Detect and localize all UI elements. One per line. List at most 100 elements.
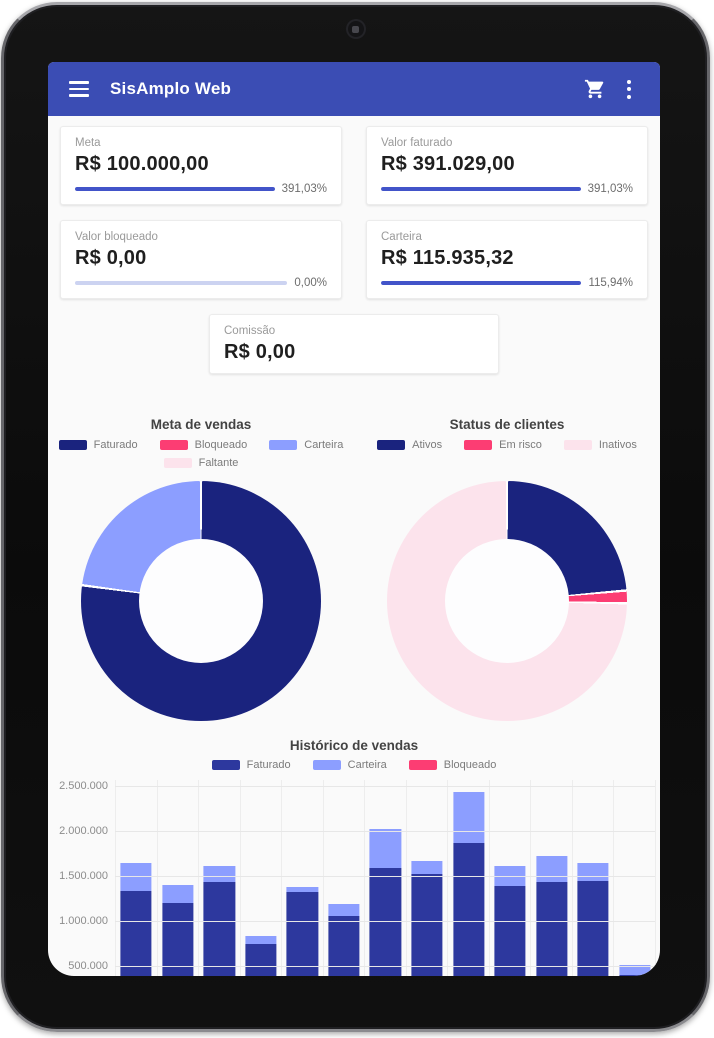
- bar-segment-faturado: [535, 882, 568, 976]
- card-label: Valor faturado: [381, 137, 453, 149]
- legend-label: Bloqueado: [194, 439, 248, 451]
- stacked-bar[interactable]: [328, 903, 360, 976]
- progress-fill: [381, 187, 581, 191]
- legend-item[interactable]: Faturado: [58, 439, 138, 451]
- bar-segment-faturado: [162, 903, 194, 976]
- legend-item[interactable]: Carteira: [269, 439, 343, 451]
- camera-lens-icon: [352, 25, 359, 33]
- bar-segment-carteira: [535, 856, 568, 883]
- legend-item[interactable]: Bloqueado: [159, 439, 248, 451]
- legend-chip: [464, 440, 493, 450]
- card-valor-faturado: Valor faturado R$ 391.029,00 391,03%: [366, 126, 648, 205]
- bar-segment-faturado: [494, 885, 526, 976]
- stacked-bar[interactable]: [162, 885, 194, 976]
- progress-track: [75, 187, 275, 191]
- legend-label: Em risco: [499, 439, 542, 451]
- stacked-bar[interactable]: [619, 965, 651, 976]
- chart-title: Meta de vendas: [150, 417, 252, 432]
- y-axis-tick-label: 500.000: [68, 960, 108, 972]
- bar-segment-faturado: [452, 842, 485, 976]
- bar-slot: [571, 780, 614, 976]
- legend-label: Ativos: [412, 439, 443, 451]
- commission-row: Comissão R$ 0,00: [48, 314, 660, 374]
- bar-segment-carteira: [245, 936, 277, 944]
- donut-hole: [139, 539, 263, 663]
- status-clientes-chart: Status de clientes Ativos Em risco Inativo…: [354, 416, 660, 721]
- donut-chart-meta-vendas[interactable]: [81, 481, 321, 721]
- legend-item[interactable]: Carteira: [312, 759, 387, 771]
- stacked-bar[interactable]: [411, 860, 443, 976]
- stacked-bar[interactable]: [535, 856, 568, 976]
- bar-segment-carteira: [328, 903, 360, 916]
- card-meta: Meta R$ 100.000,00 391,03%: [60, 126, 342, 205]
- card-value: R$ 100.000,00: [75, 153, 209, 175]
- stacked-bar[interactable]: [203, 866, 235, 976]
- bar-slot: [281, 780, 323, 976]
- bar-segment-carteira: [162, 885, 194, 903]
- chart-title: Histórico de vendas: [289, 738, 419, 753]
- legend-item[interactable]: Inativos: [563, 439, 637, 451]
- progress-fill: [381, 281, 582, 285]
- legend-item[interactable]: Ativos: [377, 439, 442, 451]
- stacked-bar[interactable]: [452, 792, 485, 976]
- gridline: [115, 876, 655, 877]
- bar-slot: [405, 780, 448, 976]
- cart-button[interactable]: [578, 72, 612, 106]
- card-value: R$ 0,00: [224, 341, 296, 363]
- bar-segment-faturado: [286, 892, 318, 976]
- y-axis-tick-label: 2.000.000: [59, 825, 108, 837]
- bar-slot: [198, 780, 240, 976]
- shopping-cart-icon: [584, 79, 604, 99]
- chart-legend: Ativos Em risco Inativos: [377, 439, 637, 469]
- legend-label: Carteira: [347, 759, 387, 771]
- chart-title: Status de clientes: [449, 417, 565, 432]
- legend-chip: [159, 440, 188, 450]
- progress-row: 391,03%: [75, 183, 327, 195]
- overflow-menu-button[interactable]: [612, 72, 646, 106]
- y-axis-tick-label: 1.500.000: [59, 870, 108, 882]
- stacked-bar[interactable]: [577, 862, 609, 976]
- card-label: Meta: [75, 137, 101, 149]
- progress-percent: 391,03%: [587, 183, 633, 195]
- bar-slot: [115, 780, 157, 976]
- donut-hole: [445, 539, 569, 663]
- legend-chip: [408, 760, 437, 770]
- progress-percent: 391,03%: [281, 183, 327, 195]
- card-valor-bloqueado: Valor bloqueado R$ 0,00 0,00%: [60, 220, 342, 299]
- stacked-bar[interactable]: [369, 829, 402, 976]
- stacked-bar[interactable]: [286, 886, 318, 976]
- card-value: R$ 391.029,00: [381, 153, 515, 175]
- card-label: Valor bloqueado: [75, 231, 158, 243]
- legend-label: Faturado: [93, 439, 138, 451]
- legend-chip: [58, 440, 87, 450]
- bar-segment-faturado: [619, 975, 651, 976]
- bar-slot: [488, 780, 531, 976]
- stacked-bar[interactable]: [494, 866, 526, 976]
- stacked-bar[interactable]: [120, 862, 152, 976]
- menu-button[interactable]: [62, 72, 96, 106]
- bar-segment-carteira: [203, 866, 235, 883]
- gridline: [115, 831, 655, 832]
- card-carteira: Carteira R$ 115.935,32 115,94%: [366, 220, 648, 299]
- card-value: R$ 115.935,32: [381, 247, 514, 269]
- bar-segment-carteira: [619, 965, 651, 975]
- legend-item[interactable]: Faturado: [211, 759, 291, 771]
- progress-percent: 0,00%: [294, 277, 327, 289]
- chart-legend: Faturado Carteira Bloqueado: [48, 759, 660, 771]
- bar-segment-carteira: [411, 860, 443, 875]
- legend-item[interactable]: Faltante: [163, 457, 239, 469]
- legend-item[interactable]: Bloqueado: [408, 759, 496, 771]
- bar-segment-carteira: [369, 829, 402, 868]
- legend-item[interactable]: Em risco: [464, 439, 542, 451]
- bar-slot: [322, 780, 365, 976]
- donut-chart-status-clientes[interactable]: [387, 481, 627, 721]
- stacked-bar[interactable]: [245, 936, 277, 976]
- bar-slot: [364, 780, 406, 976]
- donut-charts-row: Meta de vendas Faturado Bloqueado Carteira…: [48, 416, 660, 721]
- legend-label: Faltante: [198, 457, 239, 469]
- progress-percent: 115,94%: [588, 277, 633, 289]
- bar-segment-carteira: [286, 886, 318, 893]
- bar-plot-area: 2.500.000 2.000.000 1.500.000 1.000.000 500.…: [48, 780, 660, 976]
